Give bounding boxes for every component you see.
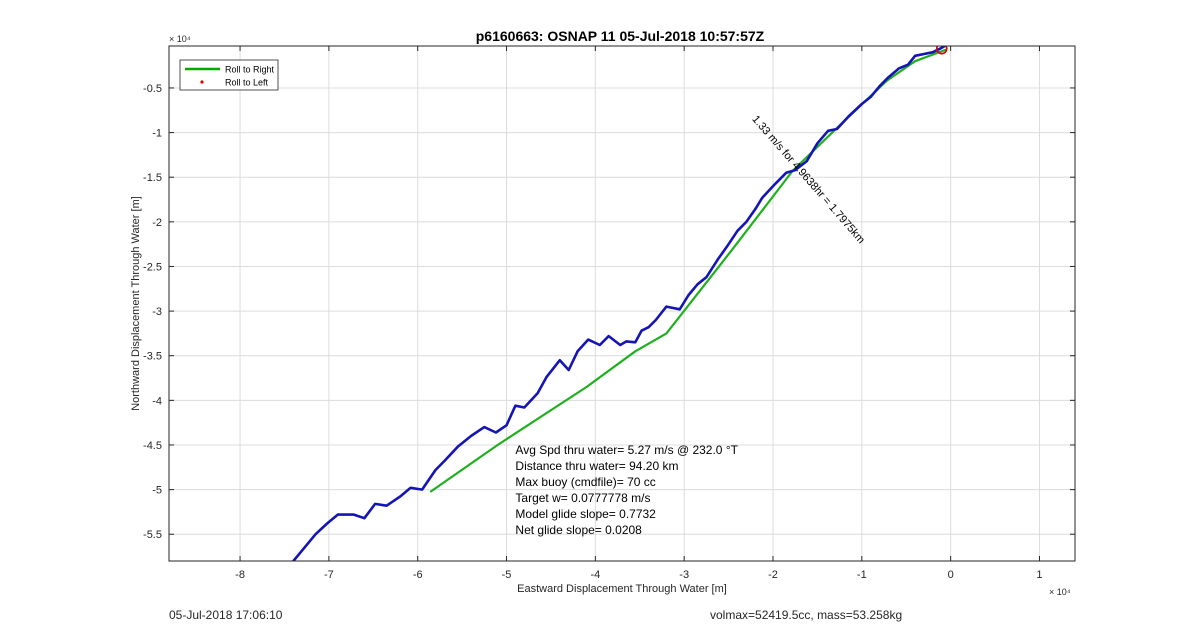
y-exponent-label: × 10⁴ [169, 34, 191, 44]
legend-box [179, 59, 279, 91]
y-tick-label: -3.5 [143, 351, 162, 363]
stats-annotation: Max buoy (cmdfile)= 70 cc [515, 475, 655, 489]
x-tick-label: -2 [768, 569, 778, 581]
y-axis-label: Northward Displacement Through Water [m] [130, 196, 142, 411]
legend-swatch-dot [200, 80, 204, 84]
y-tick-label: -4 [152, 395, 162, 407]
series-line-roll-to-right [429, 48, 948, 493]
y-tick-label: -4.5 [143, 440, 162, 452]
x-tick-label: -7 [324, 569, 334, 581]
y-tick-label: -1.5 [143, 172, 162, 184]
chart-title: p6160663: OSNAP 11 05-Jul-2018 10:57:57Z [476, 28, 765, 44]
x-exponent-label: × 10⁴ [1049, 587, 1071, 597]
stats-annotation: Net glide slope= 0.0208 [515, 523, 642, 537]
stats-annotation: Avg Spd thru water= 5.27 m/s @ 232.0 °T [515, 443, 738, 457]
x-tick-label: -3 [679, 569, 689, 581]
stats-annotation: Target w= 0.0777778 m/s [515, 491, 650, 505]
y-tick-label: -2 [152, 217, 162, 229]
x-axis-label: Eastward Displacement Through Water [m] [517, 583, 727, 595]
legend-label: Roll to Right [225, 65, 275, 75]
x-tick-label: 1 [1036, 569, 1042, 581]
stats-annotation: Distance thru water= 94.20 km [515, 459, 678, 473]
axes-box [168, 45, 1076, 562]
x-tick-label: -5 [502, 569, 512, 581]
x-tick-label: -6 [413, 569, 423, 581]
axes-background [169, 46, 1075, 561]
footer-timestamp: 05-Jul-2018 17:06:10 [169, 608, 283, 622]
y-tick-label: -1 [152, 128, 162, 140]
plot-area: -8 -7 -6 -5 -4 -3 -2 -1 0 1 -0.5 -1 -1.5 -2 -2.5 -3 -3.5… [130, 34, 1076, 597]
x-tick-label: 0 [948, 569, 954, 581]
y-tick-label: -2.5 [143, 261, 162, 273]
y-tick-label: -5 [152, 485, 162, 497]
y-tick-label: -3 [152, 306, 162, 318]
y-tick-label: -5.5 [143, 529, 162, 541]
stats-annotation: Model glide slope= 0.7732 [515, 507, 656, 521]
legend-label: Roll to Left [225, 78, 269, 88]
end-marker [935, 46, 948, 55]
x-tick-label: -8 [235, 569, 245, 581]
x-tick-label: -1 [857, 569, 867, 581]
x-tick-label: -4 [590, 569, 600, 581]
series-line-track [292, 46, 948, 561]
footer-vehicle-info: volmax=52419.5cc, mass=53.258kg [710, 608, 903, 622]
data-layer [292, 46, 948, 561]
y-tick-label: -0.5 [143, 83, 162, 95]
